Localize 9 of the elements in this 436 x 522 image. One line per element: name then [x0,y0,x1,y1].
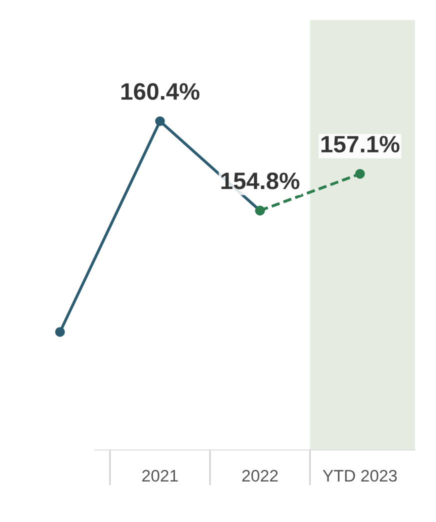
point [55,327,65,337]
point [355,169,365,179]
x-tick-label: 2022 [242,470,278,482]
x-tick-label: YTD 2023 [322,470,397,482]
data-label: 160.4% [121,83,200,100]
x-tick-label: 2021 [142,470,178,482]
data-label: 157.1% [321,136,400,153]
data-label: 154.8% [221,172,300,190]
point [155,116,165,126]
